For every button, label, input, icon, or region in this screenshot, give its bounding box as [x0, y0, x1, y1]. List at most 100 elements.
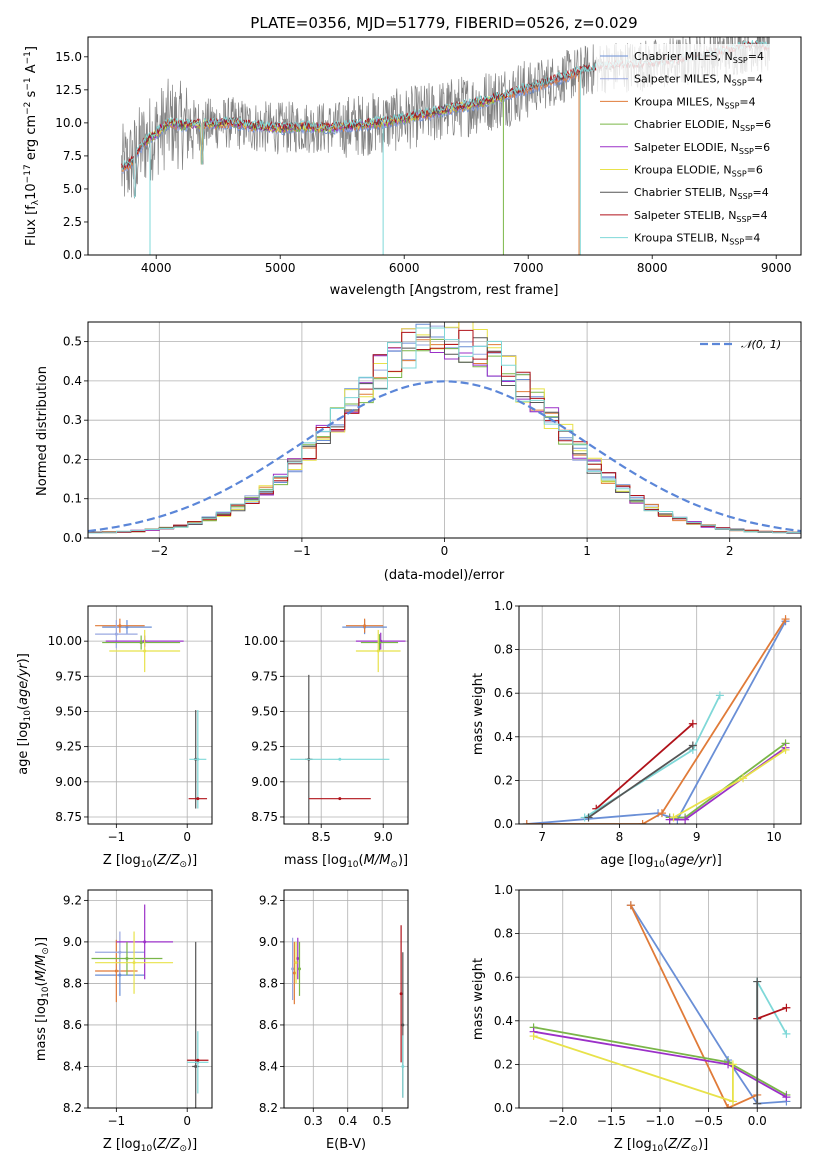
y-tick-label: 8.75	[55, 810, 82, 824]
plot-area	[291, 925, 405, 1098]
x-tick-label: 9000	[761, 261, 792, 275]
mwage-ylabel: mass weight	[471, 673, 486, 755]
point-salpeter-miles	[291, 967, 295, 971]
mass-vs-metallicity-panel: Z [log10(Z/Z⊙)] mass [log10(M/M⊙)] −1 0 8.…	[34, 889, 213, 1154]
y-tick-label: 0.2	[63, 452, 82, 466]
x-tick-label: 0.5	[373, 1114, 392, 1128]
point-chabrier-miles	[118, 973, 122, 977]
line-kroupa-stelib	[756, 978, 788, 1035]
residual-histogram-panel: (data-model)/error Normed distribution −…	[35, 321, 802, 583]
y-tick-label: 8.4	[259, 1059, 278, 1073]
spectrum-xlabel: wavelength [Angstrom, rest frame]	[330, 283, 559, 298]
plot-area	[529, 901, 791, 1108]
massz-ylabel: mass [log10(M/M⊙)]	[34, 937, 51, 1061]
y-tick-label: 2.5	[63, 215, 82, 229]
line-salpeter-stelib	[595, 723, 694, 810]
point-kroupa-miles	[363, 624, 367, 628]
y-tick-label: 0.6	[494, 970, 513, 984]
x-tick-label: 0.4	[338, 1114, 357, 1128]
y-tick-label: 8.2	[63, 1101, 82, 1115]
agez-xlabel: Z [log10(Z/Z⊙)]	[103, 853, 197, 870]
axes-frame	[87, 321, 802, 539]
plot-area	[290, 618, 406, 824]
x-tick-label: 6000	[389, 261, 420, 275]
histogram-xlabel: (data-model)/error	[384, 568, 505, 583]
y-tick-label: 15.0	[55, 50, 82, 64]
y-tick-label: 9.75	[251, 669, 278, 683]
agem-xlabel: mass [log10(M/M⊙)]	[284, 853, 408, 870]
y-tick-label: 8.8	[259, 976, 278, 990]
point-salpeter-stelib	[196, 797, 200, 801]
marker-kroupa-elodie	[529, 1032, 538, 1041]
y-tick-label: 9.00	[55, 775, 82, 789]
x-tick-label: −2.0	[548, 1114, 577, 1128]
point-chabrier-elodie	[125, 957, 129, 961]
marker-chabrier-stelib	[753, 1099, 762, 1108]
y-tick-label: 10.00	[244, 634, 278, 648]
point-kroupa-miles	[114, 969, 118, 973]
x-tick-label: 9	[693, 830, 701, 844]
massweight-vs-age-panel: age [log10(age/yr)] mass weight 7 8 9 10 0.0…	[471, 599, 802, 870]
x-tick-label: −0.5	[694, 1114, 723, 1128]
y-tick-label: 9.25	[251, 740, 278, 754]
mwz-ylabel: mass weight	[471, 958, 486, 1040]
point-salpeter-stelib	[338, 797, 342, 801]
line-kroupa-stelib	[584, 694, 721, 819]
axes-frame	[518, 889, 802, 1109]
point-kroupa-stelib	[196, 757, 200, 761]
line-chabrier-stelib	[587, 744, 694, 819]
line-chabrier-miles	[630, 904, 787, 1105]
point-kroupa-stelib	[401, 1064, 405, 1068]
y-tick-label: 0.1	[63, 492, 82, 506]
point-chabrier-stelib	[401, 1023, 405, 1027]
point-kroupa-miles	[118, 624, 122, 628]
point-chabrier-miles	[125, 625, 129, 629]
point-salpeter-miles	[114, 632, 118, 636]
y-tick-label: 0.0	[494, 817, 513, 831]
age-vs-mass-panel: mass [log10(M/M⊙)] 8.5 9.0 8.75 9.00 9.25 9.5…	[244, 605, 409, 870]
y-tick-label: 10.00	[48, 634, 82, 648]
x-tick-label: −2	[150, 544, 168, 558]
y-tick-label: 9.2	[63, 893, 82, 907]
y-tick-label: 0.5	[63, 335, 82, 349]
y-tick-label: 8.6	[259, 1018, 278, 1032]
legend-label: Chabrier MILES, NSSP=4	[634, 50, 764, 65]
mwz-xlabel: Z [log10(Z/Z⊙)]	[614, 1137, 708, 1154]
plot-area	[95, 618, 208, 809]
histogram-salpeter-stelib	[88, 329, 801, 534]
marker-kroupa-miles	[781, 615, 790, 624]
spectrum-ylabel: Flux [fλ10−17 erg cm−2 s−1 A−1]	[23, 46, 41, 246]
histogram-kroupa-stelib	[88, 327, 801, 534]
marker-kroupa-miles	[657, 809, 666, 818]
y-tick-label: 9.0	[259, 935, 278, 949]
line-kroupa-miles	[629, 904, 758, 1108]
y-tick-label: 10.0	[55, 116, 82, 130]
point-kroupa-miles	[292, 971, 296, 975]
point-salpeter-stelib	[196, 1058, 200, 1062]
legend-label: Kroupa ELODIE, NSSP=6	[634, 164, 763, 179]
point-salpeter-stelib	[399, 992, 403, 996]
x-tick-label: 10	[766, 830, 781, 844]
x-tick-label: −1.0	[645, 1114, 674, 1128]
y-tick-label: 7.5	[63, 149, 82, 163]
x-tick-label: 2	[726, 544, 734, 558]
marker-chabrier-stelib	[753, 977, 762, 986]
x-tick-label: 4000	[141, 261, 172, 275]
legend-label: Salpeter STELIB, NSSP=4	[634, 209, 768, 224]
axes-frame	[283, 889, 409, 1109]
x-tick-label: 8000	[637, 261, 668, 275]
y-tick-label: 8.4	[63, 1059, 82, 1073]
line-kroupa-miles	[526, 618, 787, 824]
x-tick-label: −1	[107, 1114, 125, 1128]
histogram-legend: 𝒩(0, 1)	[700, 338, 781, 351]
axes-frame	[283, 605, 409, 825]
x-tick-label: 8	[616, 830, 624, 844]
mass-vs-ebv-panel: E(B-V) 0.3 0.4 0.5 8.2 8.4 8.6 8.8 9.0 9.2	[259, 889, 409, 1152]
y-tick-label: 9.00	[251, 775, 278, 789]
point-kroupa-elodie	[143, 649, 147, 653]
normal-curve	[88, 380, 801, 533]
x-tick-label: 0	[441, 544, 449, 558]
y-tick-label: 0.4	[494, 730, 513, 744]
x-tick-label: 1	[583, 544, 591, 558]
